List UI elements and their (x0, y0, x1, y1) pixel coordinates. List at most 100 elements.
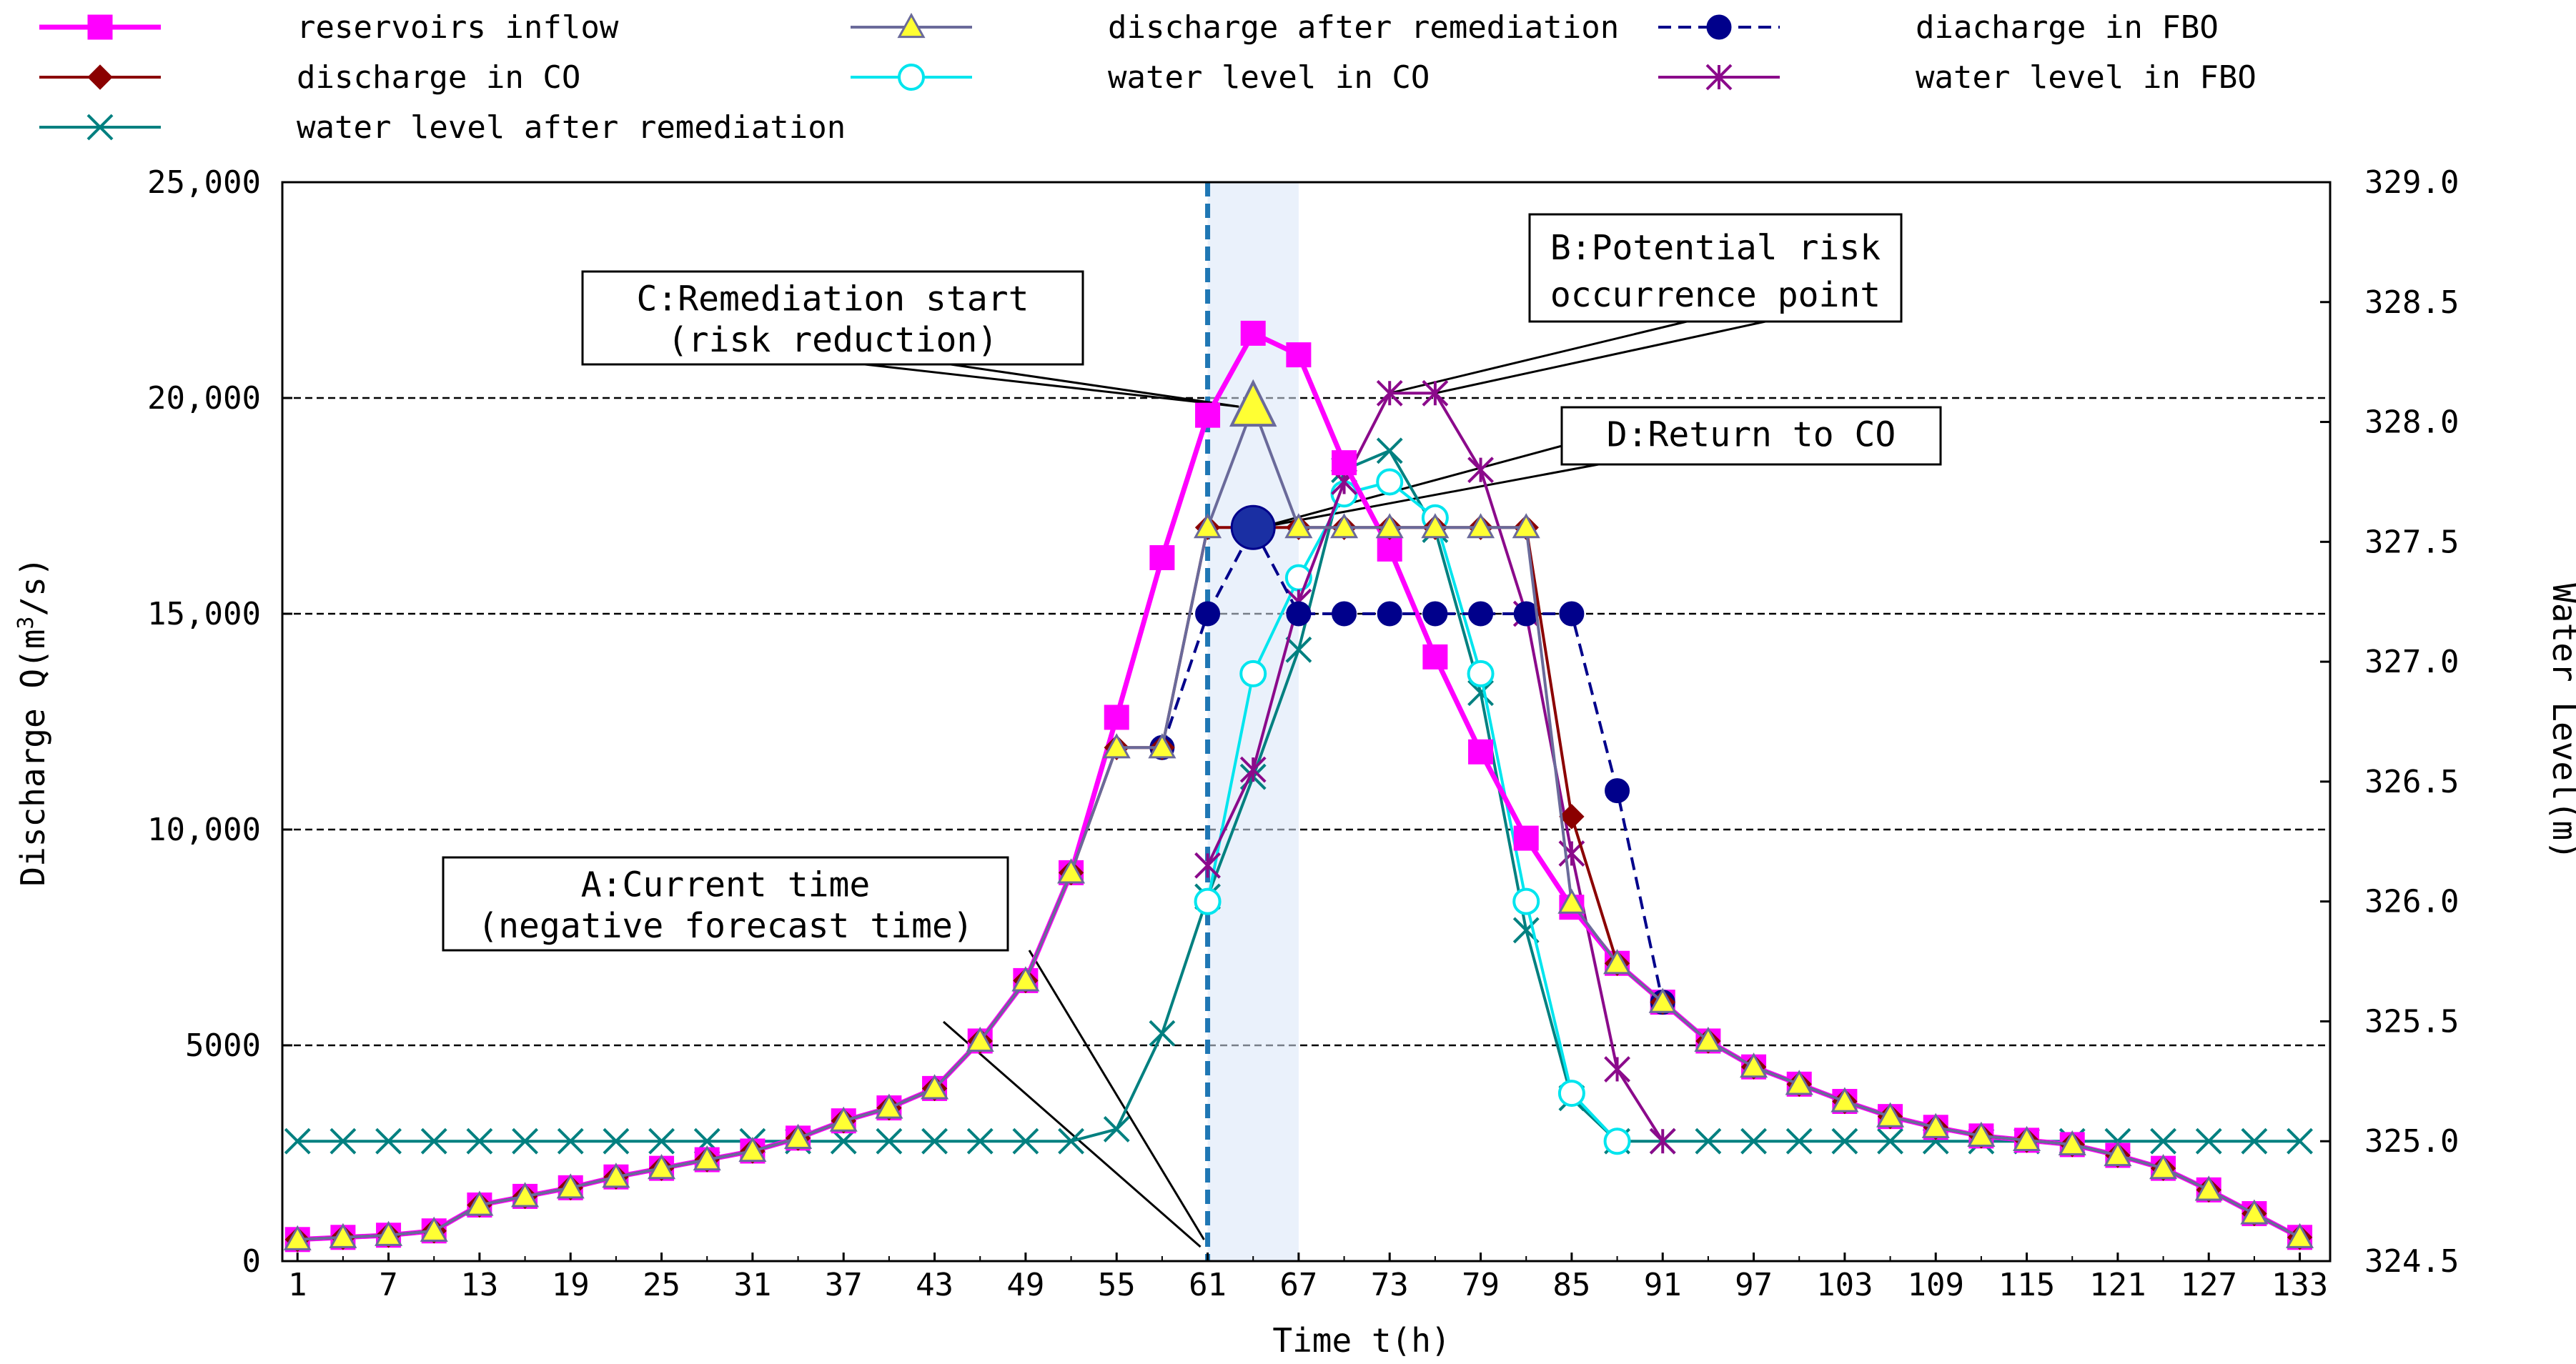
data-point (284, 1127, 311, 1155)
data-point (1375, 513, 1404, 539)
data-point (1012, 1127, 1039, 1155)
y-right-tick-label: 328.0 (2364, 404, 2459, 441)
x-tick-label: 103 (1816, 1267, 1873, 1303)
data-point (1967, 1121, 1996, 1147)
data-point (2104, 1140, 2132, 1167)
data-point (420, 1127, 447, 1155)
plot-border (281, 181, 2332, 1263)
x-tick-label: 109 (1907, 1267, 1963, 1303)
data-point (1194, 852, 1221, 879)
y-right-tick-label: 325.5 (2364, 1003, 2459, 1040)
annotation-line1: D:Return to CO (1607, 414, 1896, 454)
data-point (1694, 1026, 1723, 1052)
data-point (1467, 679, 1494, 707)
y-right-tick-label: 327.5 (2364, 524, 2459, 560)
legend-label: discharge after remediation (1108, 9, 1619, 46)
y-right-axis-title: Water Level(m) (2545, 583, 2576, 860)
legend-label: diacharge in FBO (1916, 9, 2219, 46)
x-tick-label: 133 (2272, 1267, 2328, 1303)
data-point (1740, 1052, 1768, 1078)
data-point (1557, 888, 1586, 914)
y-right-tick-label: 326.0 (2364, 884, 2459, 920)
data-point (1148, 733, 1176, 759)
data-point (875, 1093, 903, 1119)
y-left-title-part: /s) (14, 557, 52, 616)
data-point (330, 1127, 357, 1155)
annotation-leader (1389, 320, 1688, 394)
legend-item-water-level-after-remediation: water level after remediation (39, 109, 846, 146)
series-discharge-after-remediation (283, 392, 2314, 1250)
data-point (1239, 756, 1267, 783)
data-point (603, 1127, 630, 1155)
x-tick-label: 61 (1189, 1267, 1227, 1303)
data-point (1559, 601, 1585, 627)
data-point (1149, 1020, 1176, 1047)
data-point (829, 1106, 858, 1132)
data-point (784, 1123, 813, 1149)
annotation-line2: occurrence point (1550, 275, 1881, 315)
legend-item-water-level-in-FBO: water level in FBO (1658, 59, 2257, 96)
data-point (1603, 1127, 1631, 1155)
data-point (738, 1136, 767, 1163)
data-point (1512, 887, 1540, 915)
data-point (1332, 601, 1357, 627)
x-tick-label: 43 (916, 1267, 953, 1303)
data-point (283, 1225, 312, 1250)
data-point (1286, 342, 1312, 368)
data-point (1559, 804, 1585, 830)
data-point (1377, 536, 1402, 562)
data-point (1104, 705, 1129, 730)
ticks: 1 7 13 19 25 31 37 43 49 55 61 67 73 79 85 91 97 103 109 11… (147, 164, 2459, 1303)
y-right-tick-label: 328.5 (2364, 284, 2459, 321)
data-point (1103, 1116, 1130, 1143)
x-tick-label: 121 (2089, 1267, 2146, 1303)
series-water-level-after-remediation (284, 437, 2313, 1155)
y-left-title-sup: 3 (14, 617, 39, 629)
data-point (1285, 636, 1312, 663)
data-point (1376, 437, 1403, 464)
annotation-leader (1028, 950, 1205, 1240)
x-tick-label: 31 (733, 1267, 771, 1303)
data-point (2287, 1127, 2313, 1155)
y-left-tick-label: 15,000 (147, 596, 261, 632)
data-point (1785, 1070, 1813, 1095)
data-point (1512, 513, 1540, 539)
x-tick-label: 13 (460, 1267, 498, 1303)
x-tick-label: 79 (1462, 1267, 1500, 1303)
x-tick-label: 37 (825, 1267, 863, 1303)
data-point (465, 1190, 494, 1216)
data-point (1877, 1127, 1903, 1155)
annotation-line1: A:Current time (581, 865, 871, 905)
x-tick-label: 25 (643, 1267, 680, 1303)
data-point (921, 1074, 949, 1100)
data-point (2058, 1130, 2086, 1156)
annotation-A: A:Current time(negative forecast time) (442, 856, 1205, 1248)
data-point (1467, 659, 1495, 687)
data-point (512, 1127, 538, 1155)
legend-item-discharge-in-CO: discharge in CO (39, 59, 580, 96)
data-point (2286, 1223, 2314, 1248)
y-left-axis-title: Discharge Q(m3/s) (14, 557, 52, 886)
annotation-line2: (negative forecast time) (477, 906, 974, 946)
legend-marker (86, 114, 114, 141)
data-point (1422, 601, 1448, 627)
x-tick-label: 91 (1644, 1267, 1682, 1303)
data-point (1695, 1127, 1722, 1155)
annotation-leader (943, 1020, 1202, 1248)
series-line (297, 449, 2300, 1143)
data-point (1604, 1056, 1630, 1082)
legend-marker (87, 64, 113, 90)
annotation-box (442, 856, 1009, 952)
data-point (1740, 1127, 1767, 1155)
annotation-line2: (risk reduction) (668, 320, 998, 360)
remediation-shaded-band (1207, 182, 1299, 1261)
data-point (1648, 987, 1677, 1013)
data-point (1194, 513, 1222, 539)
data-point (375, 1220, 403, 1246)
x-tick-label: 115 (1998, 1267, 2055, 1303)
data-point (1557, 1080, 1585, 1107)
data-point (693, 1145, 721, 1171)
y-left-tick-label: 5000 (185, 1027, 261, 1064)
series-water-level-in-CO (1194, 468, 1631, 1155)
